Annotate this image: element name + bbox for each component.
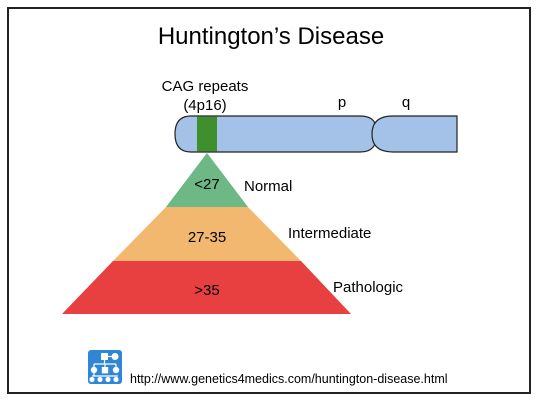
tier-intermediate-band	[113, 207, 301, 261]
tier-intermediate-range: 27-35	[188, 229, 226, 246]
tier-normal-range: <27	[194, 176, 219, 193]
gene-label-line1: CAG repeats	[162, 78, 249, 95]
tier-normal-band	[166, 153, 248, 207]
q-arm-label: q	[402, 94, 410, 111]
gene-label-line2: (4p16)	[183, 97, 226, 114]
pedigree-logo-icon	[88, 350, 122, 384]
footer-url: http://www.genetics4medics.com/huntingto…	[130, 372, 448, 386]
page-title: Huntington’s Disease	[158, 23, 384, 50]
slide-frame	[7, 7, 531, 394]
chromosome-q-arm	[371, 115, 458, 153]
tier-pathologic-band	[62, 261, 351, 314]
cag-locus-band	[197, 116, 217, 152]
tier-intermediate-label: Intermediate	[288, 225, 371, 242]
p-arm-label: p	[338, 94, 346, 111]
tier-normal-label: Normal	[244, 178, 292, 195]
tier-pathologic-label: Pathologic	[333, 279, 404, 296]
tier-pathologic-range: >35	[194, 282, 219, 299]
